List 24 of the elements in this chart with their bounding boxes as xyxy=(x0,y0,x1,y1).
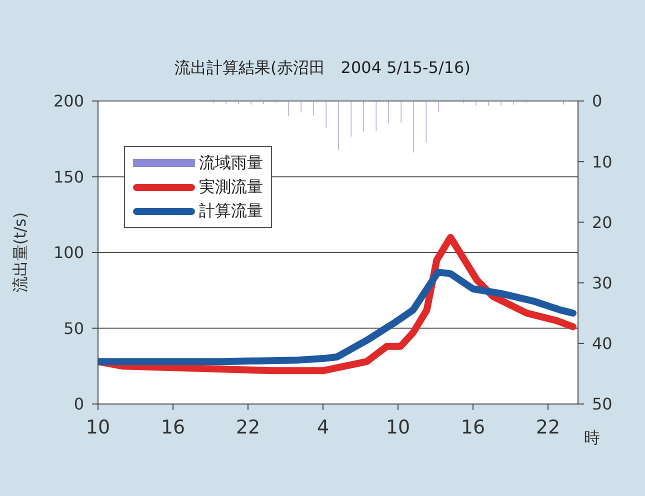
chart-title: 流出計算結果(赤沼田 2004 5/15-5/16) xyxy=(174,58,472,79)
y-axis-title: 流出量(t/s) xyxy=(10,212,30,293)
x-tick-label: 16 xyxy=(160,416,186,438)
y-tick-label: 50 xyxy=(64,318,84,338)
x-tick-label: 16 xyxy=(460,416,486,438)
y2-tick-label: 0 xyxy=(592,92,602,111)
y-tick-label: 150 xyxy=(53,167,84,186)
y2-tick-label: 50 xyxy=(592,394,612,414)
x-tick-label: 10 xyxy=(86,416,110,438)
x-tick-label: 22 xyxy=(236,416,260,438)
y2-tick-label: 40 xyxy=(592,334,612,354)
y2-tick-label: 10 xyxy=(592,152,612,172)
y-tick-label: 0 xyxy=(74,394,84,414)
y-tick-label: 200 xyxy=(53,92,84,111)
y2-tick-label: 30 xyxy=(592,273,612,292)
x-tick-label: 22 xyxy=(536,416,560,438)
y2-tick-label: 20 xyxy=(592,212,612,232)
y-tick-label: 100 xyxy=(53,243,84,262)
legend-label: 流域雨量 xyxy=(199,152,263,174)
legend-label: 計算流量 xyxy=(199,200,263,222)
x-tick-label: 10 xyxy=(386,416,410,438)
x-tick-label: 4 xyxy=(316,416,330,438)
legend-label: 実測流量 xyxy=(199,176,263,198)
x-axis-title: 時 xyxy=(584,428,600,449)
